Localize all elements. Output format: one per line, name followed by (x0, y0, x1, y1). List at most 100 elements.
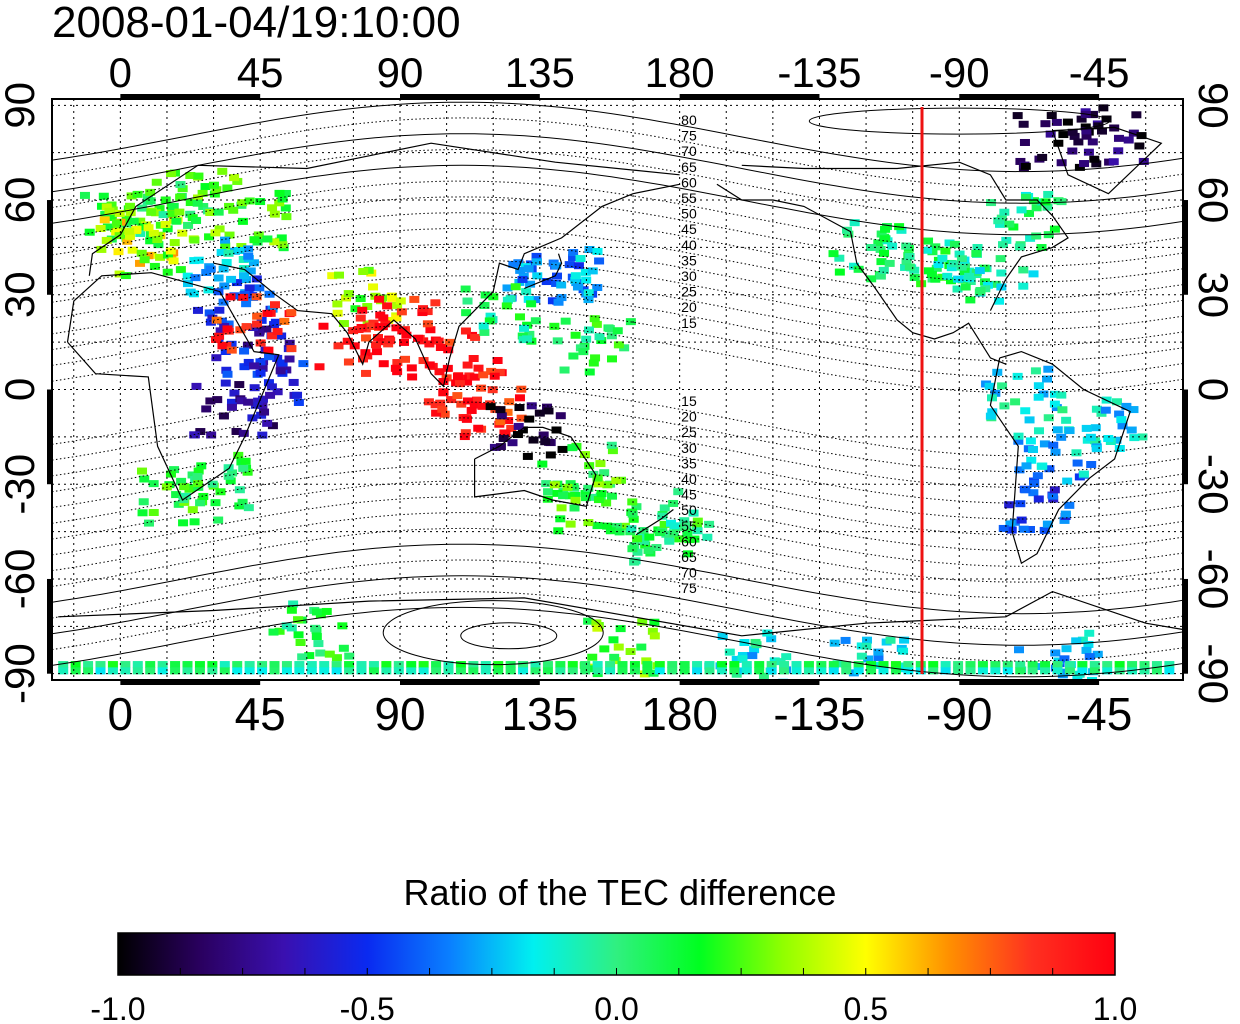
tec-cell (1031, 204, 1042, 212)
tec-cell (1067, 147, 1078, 155)
tec-cell (1012, 372, 1023, 380)
tec-cell (849, 219, 860, 227)
tec-cell (485, 403, 496, 411)
tec-cell (267, 332, 278, 340)
tec-cell (1014, 646, 1025, 654)
mag-contour (52, 228, 1183, 299)
tec-cell (217, 167, 228, 175)
tec-cell (418, 667, 429, 675)
tec-cell (106, 214, 117, 222)
tec-cell (514, 313, 525, 321)
coastline (1051, 126, 1163, 195)
tec-cell (990, 667, 1001, 675)
tec-cell (221, 259, 232, 267)
tec-cell (378, 360, 389, 368)
tec-cell (262, 235, 273, 243)
tec-cell (583, 617, 594, 625)
tec-cell (816, 667, 827, 675)
tec-cell (549, 322, 560, 330)
coastline (213, 183, 680, 388)
tec-cell (318, 322, 329, 330)
tec-cell (541, 480, 552, 488)
tec-cell (769, 657, 780, 665)
tec-cell (766, 635, 777, 643)
tec-cell (534, 409, 545, 417)
lon-tick-label-top: 0 (109, 49, 132, 96)
tec-cell (455, 661, 466, 669)
tec-cell (856, 652, 867, 660)
lon-tick-label-top: -135 (777, 49, 861, 96)
mag-contour (52, 180, 1183, 252)
tec-cell (572, 283, 583, 291)
lat-tick-label-left: 30 (0, 271, 43, 318)
tec-cell (503, 417, 514, 425)
tec-cell (468, 355, 479, 363)
tec-cell (1050, 649, 1061, 657)
tec-cell (661, 530, 672, 538)
tec-cell (261, 325, 272, 333)
tec-cell (619, 344, 630, 352)
tec-cell (160, 196, 171, 204)
tec-cell (1024, 686, 1034, 693)
tec-cell (106, 235, 117, 243)
tec-cell (971, 249, 982, 257)
tec-cell (192, 306, 203, 314)
tec-cell (190, 274, 201, 282)
tec-cell (286, 345, 297, 353)
tec-cell (356, 661, 367, 669)
tec-cell (613, 341, 624, 349)
tec-cell (592, 284, 603, 292)
mag-contour (52, 433, 1183, 504)
coastline (635, 509, 674, 536)
mag-lat-label-north: 20 (681, 299, 697, 315)
tec-cell (965, 667, 976, 675)
tec-cell (344, 661, 355, 669)
tec-cell (473, 424, 484, 432)
tec-cell (254, 284, 265, 292)
tec-cell (875, 272, 886, 280)
mag-contour (52, 117, 1183, 188)
tec-cell (228, 206, 239, 214)
tec-cell (205, 265, 216, 273)
tec-cell (492, 356, 503, 364)
tec-cell (452, 373, 463, 381)
tec-cell-group (1061, 396, 1148, 457)
tec-cell (225, 477, 236, 485)
tec-cell (1020, 407, 1031, 415)
tec-cell (592, 247, 603, 255)
tec-cell (484, 317, 495, 325)
tec-cell (200, 183, 211, 191)
tec-cell (157, 667, 168, 675)
tec-cell (1010, 398, 1021, 406)
tec-cell (248, 259, 259, 267)
tec-cell (904, 252, 915, 260)
tec-cell (392, 368, 403, 376)
tec-cell (524, 415, 535, 423)
tec-cell (1040, 661, 1051, 669)
tec-cell (494, 368, 505, 376)
tec-cell (353, 326, 364, 334)
tec-cell (469, 373, 480, 381)
tec-cell (545, 451, 556, 459)
tec-cell (430, 401, 441, 409)
mag-contour (52, 101, 1183, 173)
tec-cell (226, 346, 237, 354)
tec-cell (1072, 459, 1083, 467)
tec-cell (478, 322, 489, 330)
tec-cell (192, 199, 203, 207)
tec-cell (583, 519, 594, 527)
tec-cell (829, 639, 840, 647)
tec-cell (1114, 445, 1125, 453)
tec-cell (692, 667, 703, 675)
tec-cell (174, 208, 185, 216)
mag-lat-label-south: 75 (681, 580, 697, 596)
tec-cell (514, 404, 525, 412)
mag-lat-label-south: 45 (681, 487, 697, 503)
tec-cell (522, 452, 533, 460)
tec-cell (1051, 404, 1062, 412)
tec-cell (187, 506, 198, 514)
tec-cell (238, 429, 249, 437)
tec-cell (1043, 414, 1054, 422)
tec-cell (1016, 206, 1027, 214)
tec-cell (692, 661, 703, 669)
